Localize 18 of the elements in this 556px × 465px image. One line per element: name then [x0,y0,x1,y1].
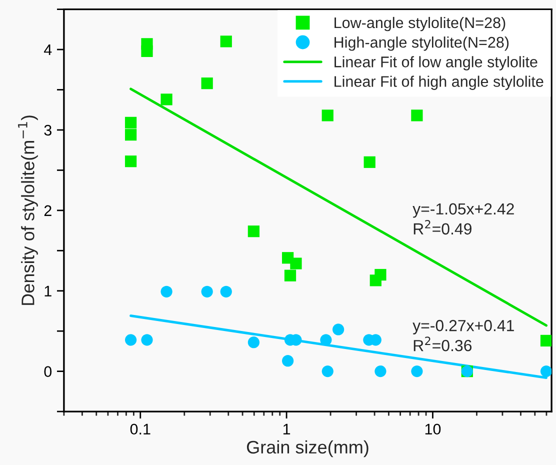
legend-label: Linear Fit of low angle stylolite [334,56,538,70]
annotation: y=-1.05x+2.42 [412,203,514,218]
legend-label: Low-angle stylolite(N=28) [334,16,506,32]
annotation: R$^{2}$=0.49 [414,220,472,235]
x-tick-label: 10 [425,424,441,435]
y-tick-label: 4 [44,44,52,56]
y-tick-label: 0 [44,366,52,377]
x-tick-label: 1 [283,424,290,434]
annotation: R$^{2}$=0.36 [414,336,472,352]
y-tick-label: 3 [44,124,52,136]
y-axis-title: Density of stylolite(m$^{−1}$) [18,116,38,305]
annotation: y=-0.27x+0.41 [412,320,514,334]
y-tick-label: 2 [44,205,52,216]
legend-label: High-angle stylolite(N=28) [334,36,509,51]
x-axis-title: Grain size(mm) [246,440,368,458]
y-tick-label: 1 [44,286,52,296]
legend-label: Linear Fit of high angle stylolite [334,76,544,90]
x-tick-label: 0.1 [130,424,150,435]
